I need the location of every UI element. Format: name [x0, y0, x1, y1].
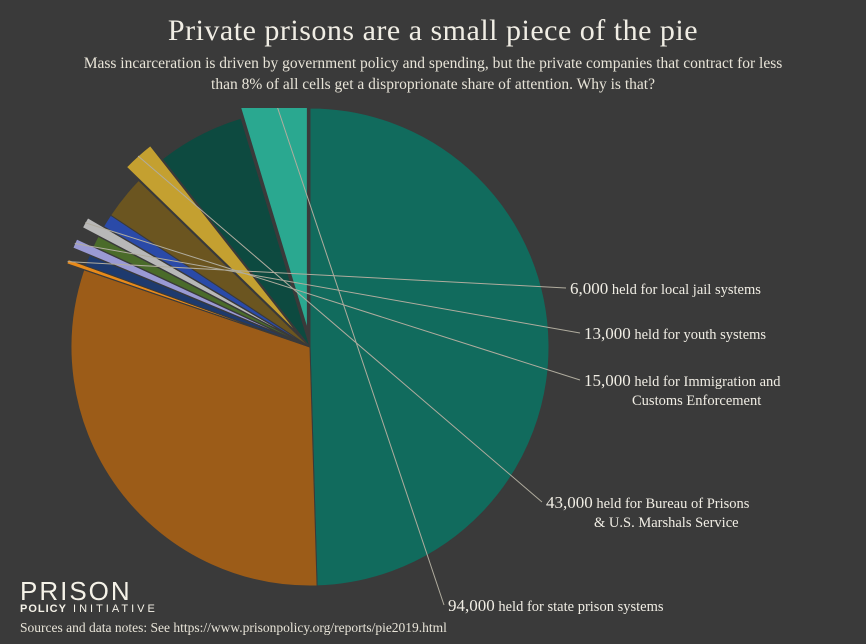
slice-label: 94,000 held for state prison systems	[448, 595, 664, 617]
pie-slice-large_teal_1	[310, 108, 549, 586]
slice-label: 15,000 held for Immigration andCustoms E…	[584, 370, 781, 411]
pie-slice-large_brown	[71, 270, 317, 586]
brand-logo: PRISON POLICY INITIATIVE	[20, 579, 158, 614]
source-note: Sources and data notes: See https://www.…	[20, 620, 447, 636]
slice-label: 6,000 held for local jail systems	[570, 278, 761, 300]
pie-svg	[0, 108, 866, 628]
chart-subtitle: Mass incarceration is driven by governme…	[0, 48, 866, 96]
logo-line2: POLICY INITIATIVE	[20, 604, 158, 614]
slice-label: 13,000 held for youth systems	[584, 323, 766, 345]
pie-chart: 6,000 held for local jail systems 13,000 …	[0, 108, 866, 608]
slice-label: 43,000 held for Bureau of Prisons& U.S. …	[546, 492, 749, 533]
logo-line1: PRISON	[20, 579, 158, 604]
chart-title: Private prisons are a small piece of the…	[0, 0, 866, 48]
